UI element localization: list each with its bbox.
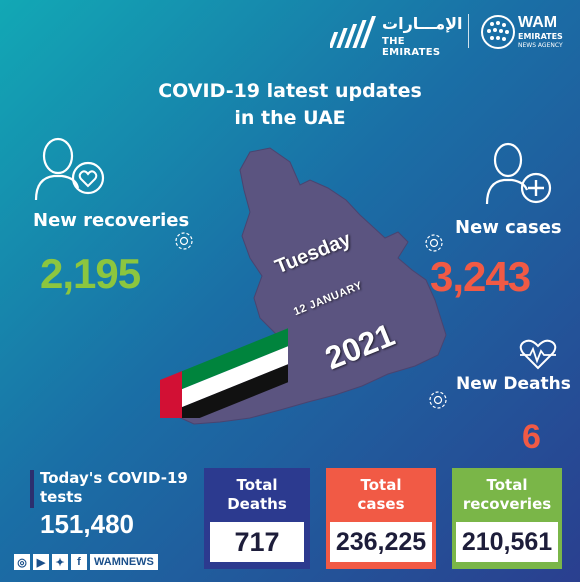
wam-sub1: EMIRATES bbox=[518, 32, 563, 41]
page-title: COVID-19 latest updates in the UAE bbox=[140, 78, 440, 132]
tests-label: Today's COVID-19 tests bbox=[40, 469, 188, 507]
uae-flag bbox=[160, 328, 288, 418]
total-cases-header: Total cases bbox=[326, 468, 436, 522]
social-bar: ◎ ▶ ✦ f WAMNEWS bbox=[14, 553, 158, 571]
total-recoveries-header: Total recoveries bbox=[452, 468, 562, 522]
cases-value: 3,243 bbox=[430, 253, 531, 300]
instagram-icon[interactable]: ◎ bbox=[14, 554, 30, 570]
total-deaths-label2: Deaths bbox=[227, 495, 287, 513]
uae-map bbox=[164, 147, 447, 425]
tests-label-line2: tests bbox=[40, 488, 83, 506]
logo-divider bbox=[468, 14, 469, 48]
social-handle[interactable]: WAMNEWS bbox=[90, 554, 158, 570]
tests-accent-bar bbox=[30, 470, 34, 508]
person-heart-icon bbox=[34, 137, 105, 201]
total-deaths-label1: Total bbox=[236, 476, 278, 494]
total-cases-label2: cases bbox=[357, 495, 405, 513]
total-cases-value: 236,225 bbox=[330, 522, 432, 562]
target-icon bbox=[425, 234, 443, 252]
total-recoveries-label2: recoveries bbox=[462, 495, 552, 513]
target-icon bbox=[429, 391, 447, 409]
wam-name: WAM bbox=[518, 14, 558, 31]
person-plus-icon bbox=[485, 142, 552, 205]
title-line1: COVID-19 latest updates bbox=[158, 80, 422, 102]
facebook-icon[interactable]: f bbox=[71, 554, 87, 570]
total-recoveries-label1: Total bbox=[486, 476, 528, 494]
total-deaths-header: Total Deaths bbox=[204, 468, 310, 522]
tests-value: 151,480 bbox=[40, 509, 134, 539]
wam-logo: WAM EMIRATES NEWS AGENCY bbox=[480, 12, 575, 52]
total-recoveries-value: 210,561 bbox=[456, 522, 558, 562]
total-recoveries-card: Total recoveries 210,561 bbox=[452, 468, 562, 569]
deaths-value: 6 bbox=[522, 418, 541, 456]
total-cases-card: Total cases 236,225 bbox=[326, 468, 436, 569]
wam-globe-icon bbox=[481, 15, 515, 49]
target-icon bbox=[175, 232, 193, 250]
twitter-icon[interactable]: ✦ bbox=[52, 554, 68, 570]
emirates-stripes-icon bbox=[330, 16, 376, 48]
heart-pulse-icon bbox=[519, 339, 557, 370]
recoveries-label: New recoveries bbox=[33, 210, 190, 231]
deaths-label: New Deaths bbox=[456, 374, 571, 394]
emirates-logo: الإمـــارات THE EMIRATES bbox=[330, 12, 463, 58]
tests-label-line1: Today's COVID-19 bbox=[40, 469, 188, 487]
emirates-arabic-text: الإمـــارات bbox=[382, 14, 463, 33]
title-line2: in the UAE bbox=[234, 107, 346, 129]
recoveries-value: 2,195 bbox=[40, 250, 141, 297]
cases-label: New cases bbox=[455, 217, 562, 238]
wam-sub2: NEWS AGENCY bbox=[518, 42, 563, 49]
total-deaths-value: 717 bbox=[210, 522, 304, 562]
total-deaths-card: Total Deaths 717 bbox=[204, 468, 310, 569]
youtube-icon[interactable]: ▶ bbox=[33, 554, 49, 570]
total-cases-label1: Total bbox=[360, 476, 402, 494]
emirates-english-text: THE EMIRATES bbox=[382, 36, 441, 58]
